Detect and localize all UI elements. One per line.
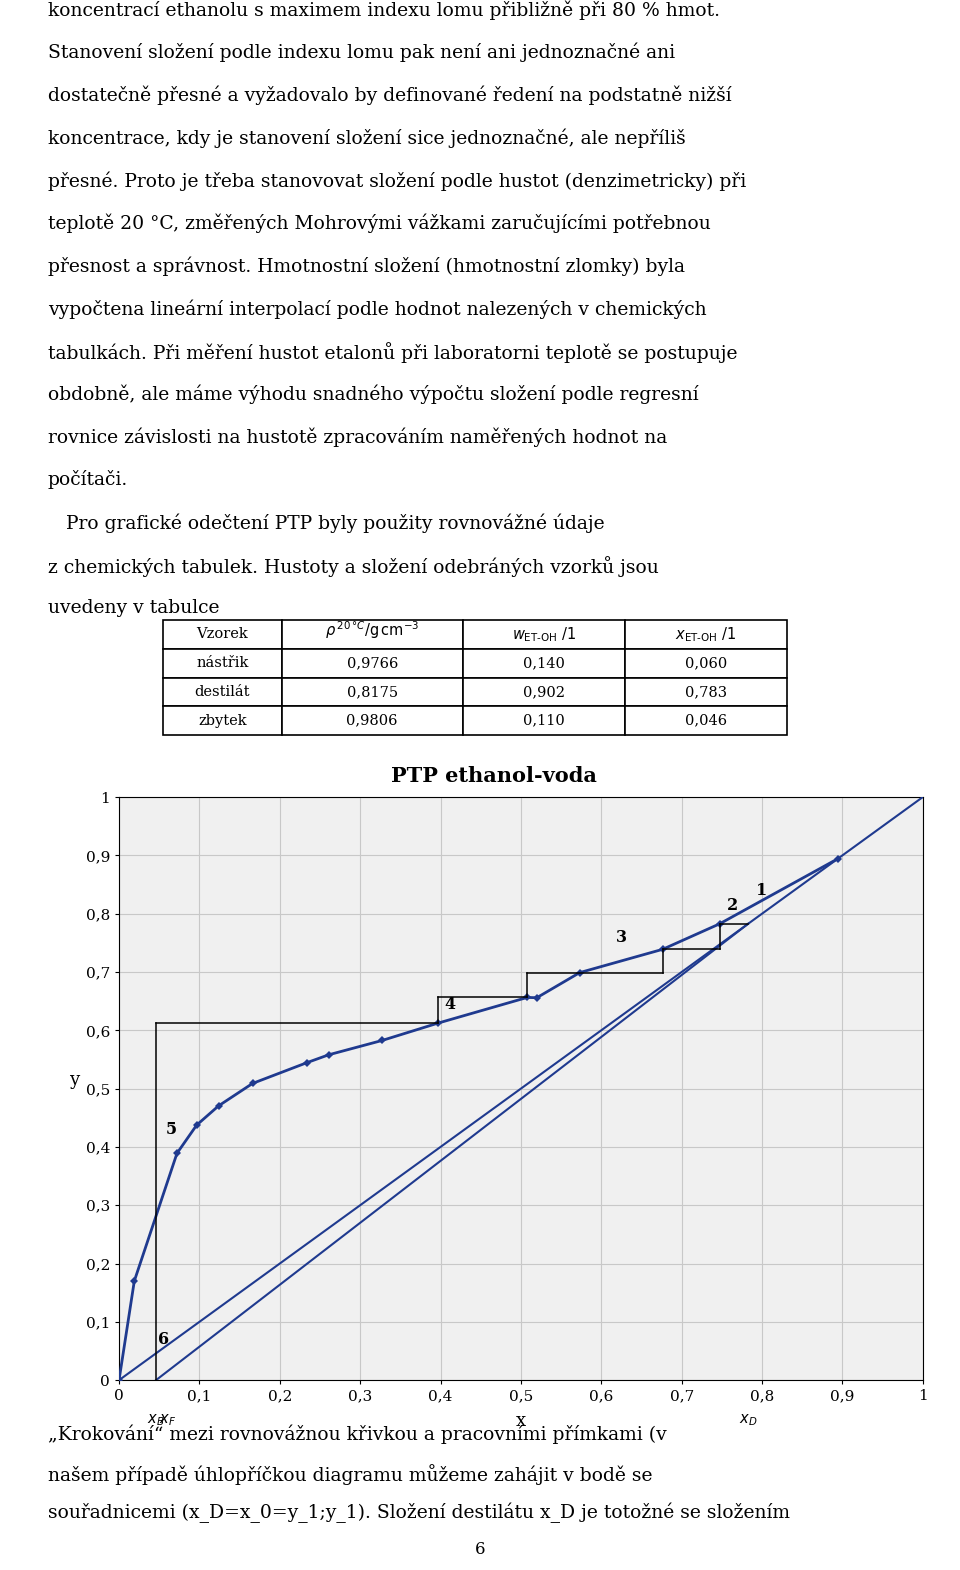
Text: nástřik: nástřik: [196, 656, 249, 670]
Text: $x_B$: $x_B$: [147, 1413, 165, 1429]
Bar: [463, 620, 625, 648]
Text: dostatečně přesné a vyžadovalo by definované ředení na podstatně nižší: dostatečně přesné a vyžadovalo by defino…: [48, 85, 732, 105]
Text: 6: 6: [157, 1331, 169, 1349]
Bar: [463, 648, 625, 678]
Text: 3: 3: [615, 929, 627, 945]
Text: 0,140: 0,140: [523, 656, 564, 670]
Text: obdobně, ale máme výhodu snadného výpočtu složení podle regresní: obdobně, ale máme výhodu snadného výpočt…: [48, 385, 699, 405]
Bar: [463, 678, 625, 706]
Bar: [625, 678, 787, 706]
Text: destilát: destilát: [195, 685, 251, 699]
Text: zbytek: zbytek: [198, 714, 247, 727]
Text: počítači.: počítači.: [48, 471, 129, 490]
Bar: [282, 620, 463, 648]
Text: 6: 6: [475, 1542, 485, 1559]
Bar: [282, 648, 463, 678]
Text: 2: 2: [727, 896, 738, 914]
Text: z chemických tabulek. Hustoty a složení odebráných vzorků jsou: z chemických tabulek. Hustoty a složení …: [48, 556, 659, 576]
Text: $x_D$: $x_D$: [739, 1413, 757, 1429]
Text: 5: 5: [166, 1121, 177, 1138]
Text: našem případě úhlopříčkou diagramu můžeme zahájit v bodě se: našem případě úhlopříčkou diagramu můžem…: [48, 1463, 653, 1485]
Y-axis label: y: y: [69, 1071, 80, 1088]
Text: vypočtena lineární interpolací podle hodnot nalezených v chemických: vypočtena lineární interpolací podle hod…: [48, 300, 707, 319]
Text: 0,8175: 0,8175: [347, 685, 397, 699]
Text: teplotě 20 °C, změřených Mohrovými vážkami zaručujícími potřebnou: teplotě 20 °C, změřených Mohrovými vážka…: [48, 214, 710, 234]
Bar: [282, 706, 463, 735]
Text: Pro grafické odečtení PTP byly použity rovnovážné údaje: Pro grafické odečtení PTP byly použity r…: [48, 513, 605, 532]
Bar: [282, 678, 463, 706]
Text: PTP ethanol-voda: PTP ethanol-voda: [392, 766, 597, 787]
Text: 0,9766: 0,9766: [347, 656, 398, 670]
Text: 0,046: 0,046: [685, 714, 727, 727]
Text: přesné. Proto je třeba stanovovat složení podle hustot (denzimetricky) při: přesné. Proto je třeba stanovovat složen…: [48, 171, 746, 190]
Text: koncentrace, kdy je stanovení složení sice jednoznačné, ale nepříliš: koncentrace, kdy je stanovení složení si…: [48, 129, 685, 148]
Text: x: x: [516, 1413, 526, 1430]
Text: $x_F$: $x_F$: [158, 1413, 176, 1429]
Text: tabulkách. Při měření hustot etalonů při laboratorni teplotě se postupuje: tabulkách. Při měření hustot etalonů při…: [48, 342, 737, 363]
Text: „Krokování“ mezi rovnovážnou křivkou a pracovními přímkami (v: „Krokování“ mezi rovnovážnou křivkou a p…: [48, 1426, 667, 1444]
Text: souřadnicemi (x_D=x_0=y_1;y_1). Složení destilátu x_D je totožné se složením: souřadnicemi (x_D=x_0=y_1;y_1). Složení …: [48, 1502, 790, 1523]
Text: $\rho^{\,20\,\degree C}$$/\mathrm{g\,cm}^{-3}$: $\rho^{\,20\,\degree C}$$/\mathrm{g\,cm}…: [325, 619, 420, 641]
Bar: [163, 648, 282, 678]
Text: 0,902: 0,902: [523, 685, 564, 699]
Bar: [625, 648, 787, 678]
Text: rovnice závislosti na hustotě zpracováním naměřených hodnot na: rovnice závislosti na hustotě zpracování…: [48, 427, 667, 447]
Text: uvedeny v tabulce: uvedeny v tabulce: [48, 598, 220, 617]
Bar: [625, 706, 787, 735]
Text: 0,060: 0,060: [684, 656, 728, 670]
Bar: [163, 706, 282, 735]
Text: 0,783: 0,783: [685, 685, 727, 699]
Bar: [163, 620, 282, 648]
Text: $x_{\mathrm{ET\text{-}OH}}\ /1$: $x_{\mathrm{ET\text{-}OH}}\ /1$: [676, 625, 736, 644]
Bar: [625, 620, 787, 648]
Text: 0,110: 0,110: [523, 714, 564, 727]
Bar: [463, 706, 625, 735]
Text: 4: 4: [444, 995, 456, 1013]
Text: $w_{\mathrm{ET\text{-}OH}}\ /1$: $w_{\mathrm{ET\text{-}OH}}\ /1$: [512, 625, 576, 644]
Text: Stanovení složení podle indexu lomu pak není ani jednoznačné ani: Stanovení složení podle indexu lomu pak …: [48, 42, 675, 63]
Text: 0,9806: 0,9806: [347, 714, 398, 727]
Text: přesnost a správnost. Hmotnostní složení (hmotnostní zlomky) byla: přesnost a správnost. Hmotnostní složení…: [48, 256, 685, 276]
Text: Vzorek: Vzorek: [197, 628, 249, 642]
Text: 1: 1: [756, 881, 768, 898]
Text: koncentrací ethanolu s maximem indexu lomu přibližně při 80 % hmot.: koncentrací ethanolu s maximem indexu lo…: [48, 0, 720, 19]
Bar: [163, 678, 282, 706]
